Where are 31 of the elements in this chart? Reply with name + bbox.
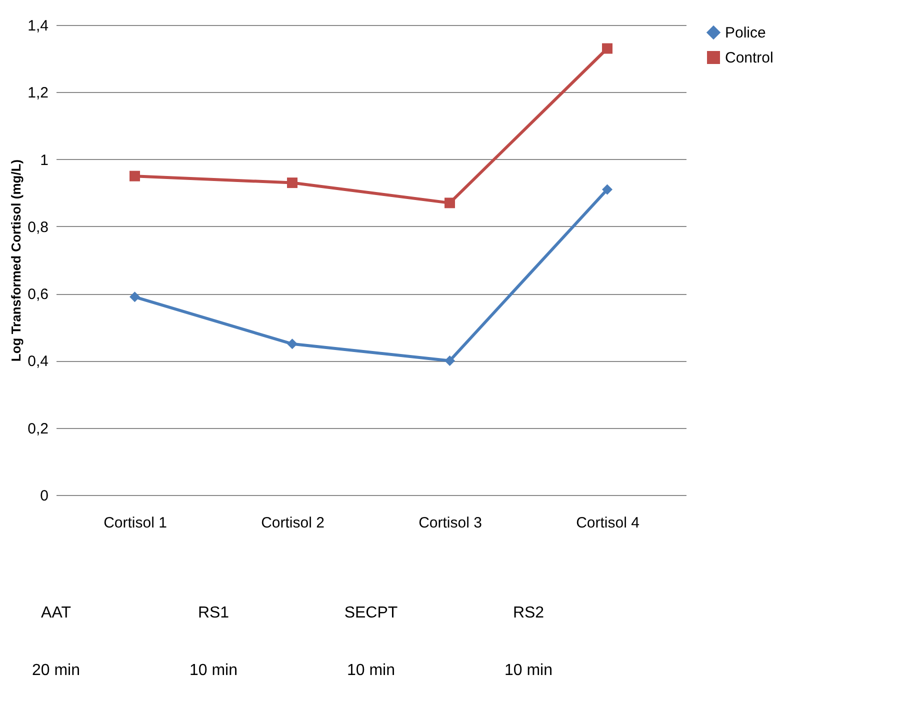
- text: AAT: [41, 604, 72, 622]
- y-tick-label: 0,4: [28, 353, 48, 370]
- point: [444, 198, 455, 208]
- y-tick-label: 0,2: [28, 420, 48, 438]
- y-tick-label: 0,6: [28, 286, 48, 304]
- point: [444, 355, 455, 366]
- y-tick-label: 1,4: [28, 18, 48, 34]
- x-tick-label: Cortisol 1: [104, 514, 167, 532]
- point: [602, 43, 612, 54]
- y-tick-label: 1: [40, 152, 48, 169]
- x-tick-label: Cortisol 2: [261, 514, 324, 532]
- point: [287, 178, 298, 188]
- text: 20 min: [32, 662, 80, 679]
- text: 10 min: [504, 662, 553, 679]
- point: [602, 184, 612, 195]
- point: [130, 292, 140, 302]
- point: [287, 338, 298, 350]
- text: RS2: [512, 604, 544, 622]
- x-tick-label: Cortisol 3: [418, 514, 482, 532]
- y-tick-label: 1,2: [28, 84, 48, 102]
- text: RS1: [198, 604, 230, 622]
- y-tick-label: 0: [40, 488, 48, 504]
- y-axis-title: Log Transformed Cortisol (mg/L): [8, 159, 24, 362]
- x-tick-label: Cortisol 4: [576, 514, 640, 532]
- text: SECPT: [344, 604, 398, 622]
- text: 10 min: [346, 662, 396, 679]
- y-tick-label: 0,8: [28, 218, 48, 236]
- text: 10 min: [189, 662, 238, 679]
- legend-label: Police: [725, 24, 766, 42]
- point: [130, 170, 140, 182]
- legend-label: Control: [725, 50, 774, 66]
